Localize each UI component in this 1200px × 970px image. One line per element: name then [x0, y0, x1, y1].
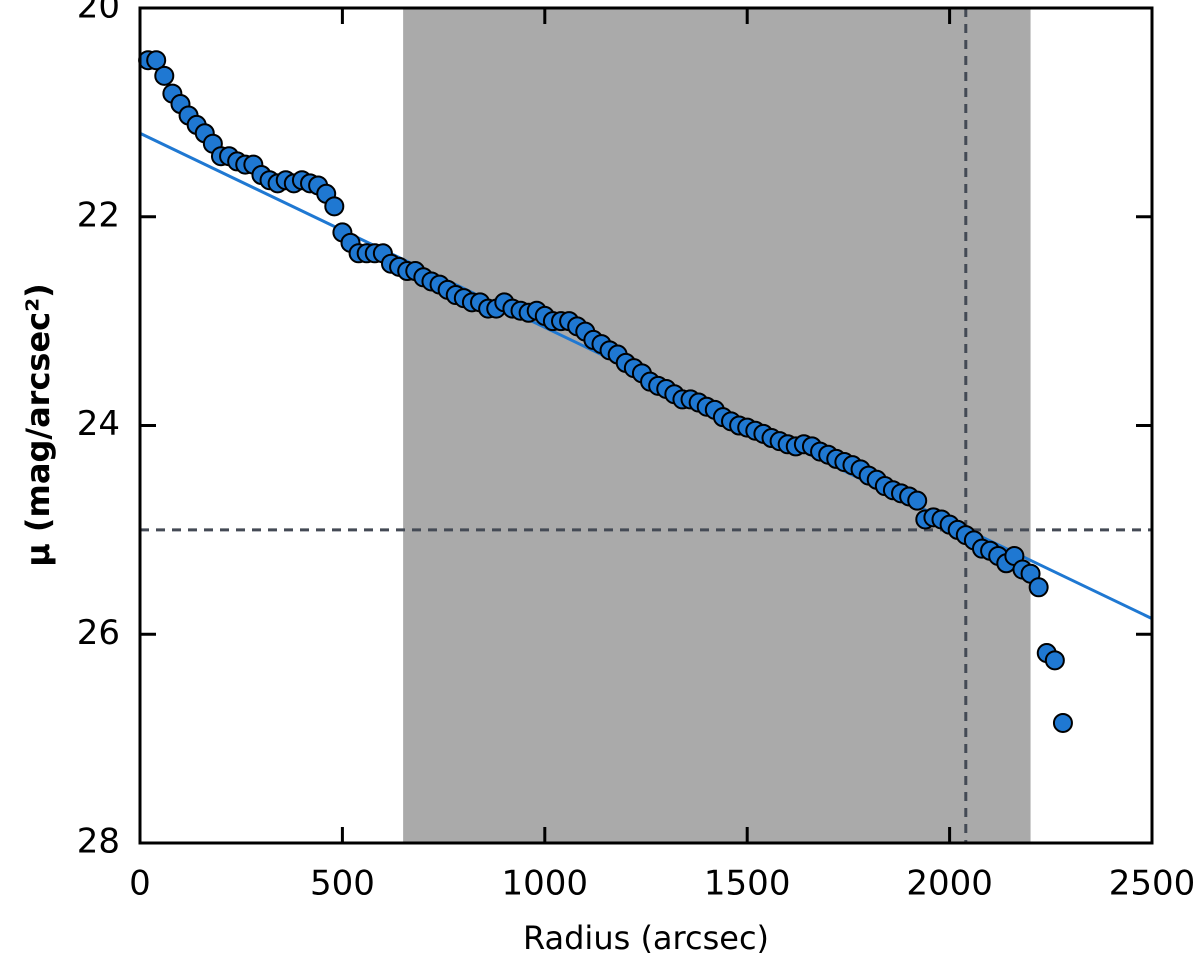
x-tick-label: 0: [129, 864, 151, 904]
y-tick-label: 22: [77, 195, 120, 235]
x-tick-label: 2500: [1109, 864, 1196, 904]
x-tick-label: 500: [310, 864, 375, 904]
data-point: [1052, 712, 1073, 733]
x-tick-label: 2000: [906, 864, 993, 904]
data-point: [1044, 650, 1065, 671]
shaded-region: [403, 8, 1031, 843]
y-tick-label: 20: [77, 0, 120, 27]
y-tick-label: 24: [77, 404, 120, 444]
data-point: [154, 65, 175, 86]
data-point: [324, 196, 345, 217]
y-tick-label: 28: [77, 822, 120, 862]
y-tick-label: 26: [77, 613, 120, 653]
x-axis-label: Radius (arcsec): [523, 919, 769, 957]
x-tick-label: 1000: [502, 864, 589, 904]
y-axis-label: μ (mag/arcsec²): [19, 283, 57, 567]
data-point: [1028, 577, 1049, 598]
x-tick-label: 1500: [704, 864, 791, 904]
data-point: [146, 50, 167, 71]
data-point: [907, 490, 928, 511]
